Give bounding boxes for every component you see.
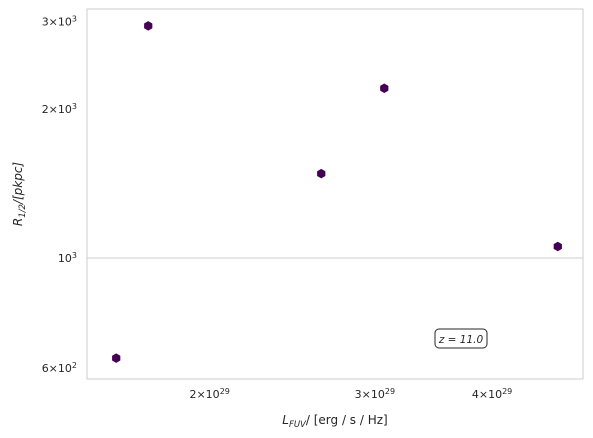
x-axis-ticks: 2×1029 3×1029 4×1029 (189, 387, 512, 401)
y-axis-ticks: 6×102 103 2×103 3×103 (42, 15, 77, 375)
axes-border (86, 8, 584, 380)
data-point-4 (380, 83, 389, 94)
y-tick-label: 103 (58, 251, 77, 265)
y-tick-label: 6×102 (42, 361, 77, 375)
data-point-1 (112, 353, 121, 363)
plot-frame (86, 8, 584, 380)
y-axis-label: R1/2/[pkpc] (11, 162, 28, 227)
data-points (112, 21, 562, 363)
data-point-2 (144, 21, 153, 31)
x-tick-label: 3×1029 (355, 387, 395, 401)
annotation-text: z = 11.0 (438, 334, 484, 346)
redshift-annotation: z = 11.0 (434, 328, 488, 349)
x-tick-label: 4×1029 (472, 387, 512, 401)
y-tick-label: 3×103 (42, 15, 77, 29)
data-point-3 (317, 168, 326, 179)
x-axis-label: LFUV/ [erg / s / Hz] (282, 413, 388, 430)
x-tick-label: 2×1029 (189, 387, 229, 401)
data-point-5 (553, 241, 562, 252)
y-tick-label: 2×103 (42, 102, 77, 116)
annotation-box (434, 328, 488, 349)
